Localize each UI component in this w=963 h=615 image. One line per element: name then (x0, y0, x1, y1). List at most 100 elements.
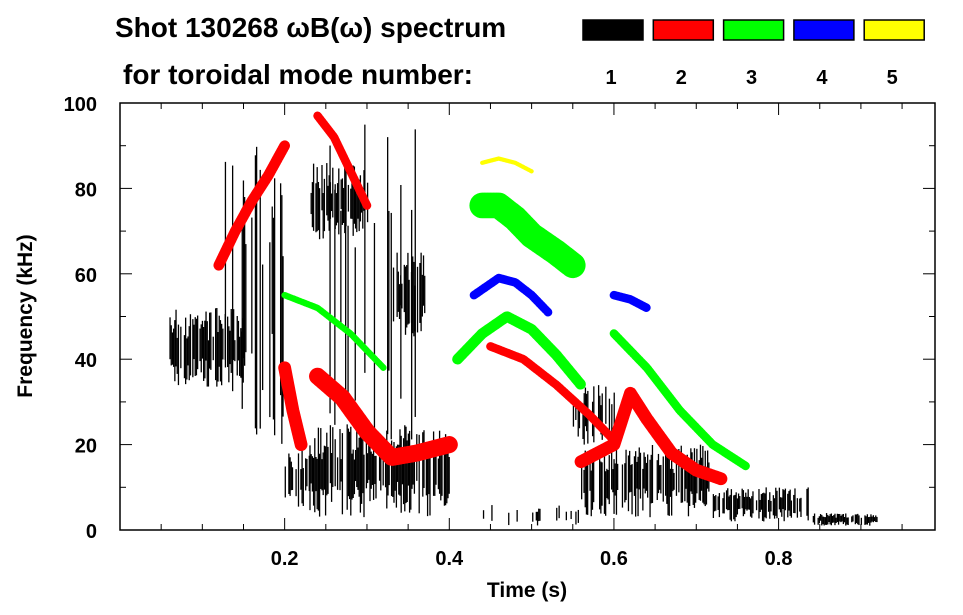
spectral-streak (539, 508, 541, 521)
mode-4-line (469, 273, 553, 317)
mode-2-line (313, 111, 372, 210)
spectral-streak (321, 165, 323, 211)
spectral-streak (419, 262, 421, 323)
spectral-streak (705, 466, 708, 505)
spectral-streak (273, 178, 276, 436)
spectral-streak (189, 314, 192, 376)
spectral-streak (186, 338, 188, 380)
spectral-streak (681, 466, 684, 503)
spectral-streak (536, 511, 539, 526)
spectral-streak (482, 510, 485, 519)
spectral-streak (589, 451, 591, 491)
legend-label-mode-5: 5 (887, 67, 898, 89)
spectral-streak (401, 283, 403, 309)
spectral-streak (858, 515, 860, 526)
spectral-streak (290, 461, 292, 491)
spectral-streak (678, 449, 680, 493)
spectral-streak (583, 393, 585, 445)
spectral-streak (577, 405, 579, 437)
spectral-streak (234, 340, 236, 362)
spectral-streak (556, 507, 558, 521)
spectral-streak (315, 456, 317, 492)
spectral-streak (329, 145, 331, 414)
spectral-streak (315, 183, 317, 233)
spectral-streak (582, 404, 584, 439)
spectral-streak (305, 458, 307, 491)
spectral-streak (444, 434, 447, 506)
legend-label-mode-4: 4 (816, 67, 828, 89)
spectral-streak (196, 315, 199, 370)
spectral-streak (837, 513, 840, 525)
spectral-streak (311, 456, 314, 492)
spectral-streak (408, 279, 410, 324)
spectral-streak (725, 490, 728, 510)
y-axis-label: Frequency (kHz) (14, 234, 37, 397)
spectral-streak (230, 309, 232, 373)
spectral-streak (695, 466, 697, 503)
spectral-streak (692, 464, 694, 505)
spectral-streak (734, 494, 736, 522)
x-tick-label: 0.2 (271, 548, 299, 570)
spectral-streak (193, 324, 195, 360)
spectral-streak (684, 467, 686, 502)
legend: 1 2 3 4 5 (582, 19, 925, 89)
spectral-streak (438, 430, 441, 494)
spectral-streak (693, 448, 696, 508)
spectral-streak (392, 267, 395, 322)
spectral-streak (210, 312, 212, 370)
spectral-streak (812, 515, 815, 523)
spectral-streak (532, 512, 534, 522)
legend-swatch-mode-3 (722, 19, 785, 41)
spectral-streak (187, 336, 189, 366)
spectral-streak (240, 328, 242, 378)
spectral-streak (396, 252, 398, 317)
spectral-streak (351, 177, 353, 219)
spectral-streak (395, 446, 398, 508)
spectral-streak (608, 398, 611, 440)
spectral-streak (767, 499, 770, 512)
spectral-streak (758, 489, 760, 519)
legend-swatch-mode-1 (582, 19, 644, 41)
spectral-streak (845, 513, 847, 526)
spectral-streak (836, 513, 839, 523)
spectral-streak (314, 438, 316, 513)
spectral-streak (599, 395, 601, 423)
spectral-streak (308, 455, 310, 492)
spectral-streak (593, 456, 595, 503)
spectral-streak (763, 492, 765, 522)
spectral-streak (613, 392, 615, 437)
spectral-streak (833, 515, 835, 523)
legend-label-mode-2: 2 (676, 67, 687, 89)
spectral-streak (356, 429, 358, 488)
spectral-streak (751, 496, 753, 518)
spectral-streak (776, 490, 778, 519)
spectral-streak (309, 445, 311, 511)
spectral-streak (411, 452, 413, 489)
spectral-streak (219, 320, 222, 382)
spectral-streak (369, 424, 371, 502)
spectral-streak (443, 446, 446, 506)
spectral-streak (354, 449, 357, 482)
spectral-streak (669, 468, 672, 497)
spectral-streak (372, 434, 375, 500)
spectral-streak (362, 427, 364, 494)
spectral-streak (508, 512, 510, 526)
mode-4-line (609, 290, 652, 313)
spectral-streak (448, 456, 450, 494)
spectral-streak (342, 187, 345, 223)
chart-subtitle: for toroidal mode number: (123, 59, 473, 90)
spectral-streak (317, 427, 320, 511)
spectral-streak (202, 327, 205, 381)
spectral-streak (685, 463, 687, 489)
spectral-streak (775, 487, 777, 516)
spectral-streak (312, 163, 315, 231)
spectral-streak (402, 438, 405, 505)
spectral-streak (733, 495, 735, 520)
spectral-streak (864, 515, 866, 525)
spectral-streak (587, 460, 589, 515)
spectral-streak (318, 188, 321, 240)
spectral-streak (175, 309, 177, 367)
spectral-streak (199, 328, 201, 362)
spectral-streak (558, 505, 560, 519)
